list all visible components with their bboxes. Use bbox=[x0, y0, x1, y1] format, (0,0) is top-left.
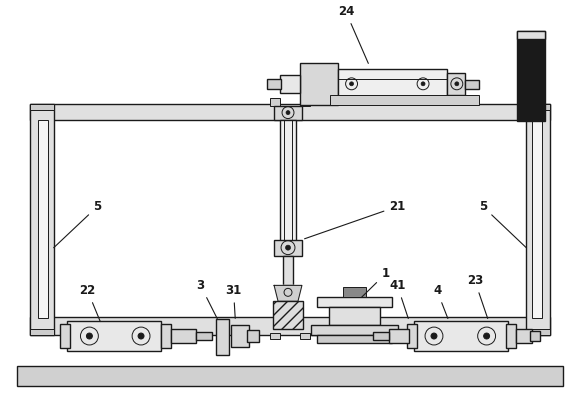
Bar bbox=[532, 119, 542, 318]
Bar bbox=[526, 104, 550, 110]
Bar bbox=[517, 31, 545, 121]
Bar bbox=[30, 104, 54, 110]
Text: 41: 41 bbox=[389, 279, 408, 318]
Bar bbox=[270, 333, 280, 339]
Bar bbox=[329, 95, 478, 105]
Bar bbox=[30, 104, 550, 119]
Bar bbox=[195, 332, 212, 340]
Bar bbox=[447, 73, 465, 95]
Circle shape bbox=[138, 333, 144, 339]
Bar bbox=[67, 321, 161, 351]
Bar bbox=[317, 335, 392, 343]
Bar bbox=[247, 330, 259, 342]
Bar bbox=[338, 69, 447, 99]
Text: 22: 22 bbox=[79, 284, 100, 322]
Bar bbox=[280, 75, 300, 93]
Bar bbox=[270, 98, 280, 106]
Bar bbox=[389, 329, 409, 343]
Circle shape bbox=[286, 111, 290, 115]
Circle shape bbox=[285, 245, 291, 250]
Bar bbox=[38, 119, 48, 318]
Bar bbox=[17, 366, 563, 385]
Circle shape bbox=[86, 333, 92, 339]
Bar bbox=[30, 329, 54, 335]
Text: 21: 21 bbox=[304, 200, 405, 239]
Bar bbox=[517, 31, 545, 39]
Bar bbox=[530, 331, 540, 341]
Bar bbox=[161, 324, 171, 348]
Circle shape bbox=[350, 82, 354, 86]
Text: 1: 1 bbox=[361, 268, 390, 297]
Text: 3: 3 bbox=[197, 279, 218, 319]
Text: 31: 31 bbox=[226, 284, 242, 318]
Bar bbox=[526, 329, 550, 335]
Bar bbox=[311, 325, 398, 335]
Bar bbox=[300, 333, 310, 339]
Bar bbox=[30, 104, 54, 335]
Bar bbox=[506, 324, 516, 348]
Bar bbox=[374, 332, 389, 340]
Bar bbox=[407, 324, 417, 348]
Text: 23: 23 bbox=[467, 274, 488, 318]
Bar bbox=[414, 321, 509, 351]
Bar bbox=[300, 98, 310, 106]
Bar bbox=[300, 63, 338, 105]
Bar bbox=[526, 104, 550, 335]
Circle shape bbox=[431, 333, 437, 339]
Bar bbox=[274, 240, 302, 256]
Bar bbox=[283, 256, 293, 285]
Text: 24: 24 bbox=[338, 5, 368, 64]
Text: 4: 4 bbox=[433, 284, 448, 318]
Text: 5: 5 bbox=[54, 200, 102, 248]
Bar bbox=[465, 80, 478, 89]
Bar bbox=[317, 297, 392, 307]
Polygon shape bbox=[274, 285, 302, 301]
Bar bbox=[30, 317, 550, 335]
Bar bbox=[280, 119, 296, 244]
Bar bbox=[231, 325, 249, 347]
Bar bbox=[516, 329, 532, 343]
Bar bbox=[216, 319, 230, 355]
Circle shape bbox=[421, 82, 425, 86]
Circle shape bbox=[484, 333, 490, 339]
Bar bbox=[273, 301, 303, 329]
Bar bbox=[171, 329, 195, 343]
Bar bbox=[329, 307, 380, 325]
Bar bbox=[267, 79, 281, 89]
Text: 5: 5 bbox=[478, 200, 526, 248]
Bar bbox=[343, 287, 367, 297]
Bar bbox=[60, 324, 70, 348]
Bar bbox=[274, 106, 302, 119]
Circle shape bbox=[455, 82, 459, 86]
